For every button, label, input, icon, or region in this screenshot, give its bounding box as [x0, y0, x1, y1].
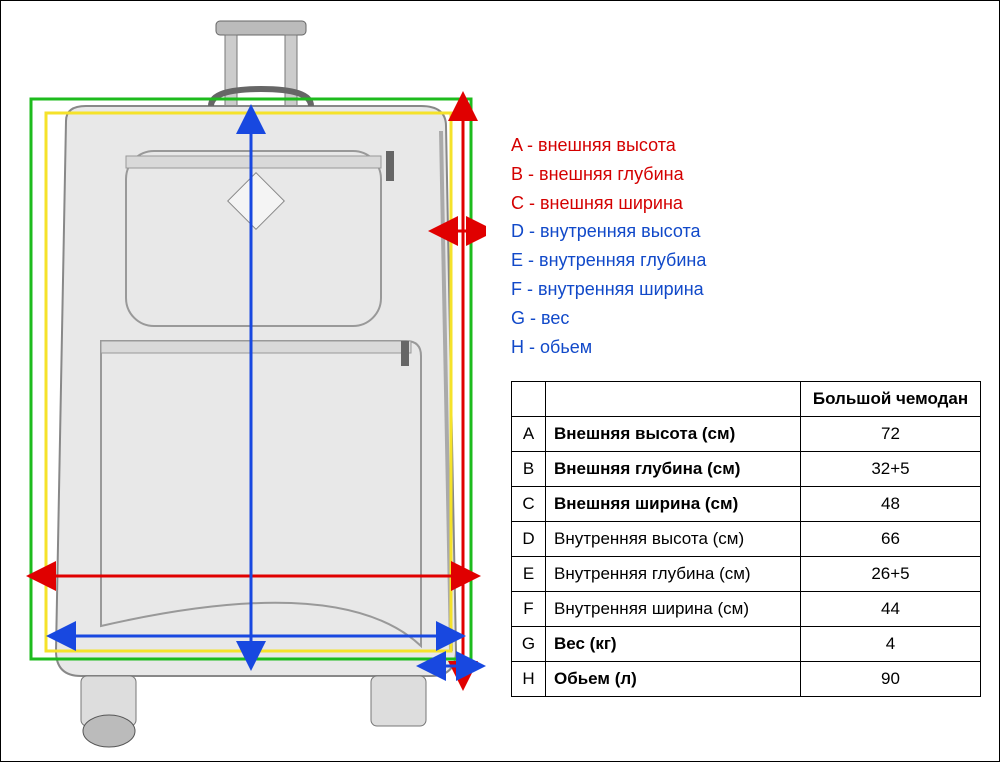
row-letter: F: [512, 592, 546, 627]
table-header: Большой чемодан: [801, 382, 981, 417]
table-row: BВнешняя глубина (см)32+5: [512, 452, 981, 487]
table-row: FВнутренняя ширина (см)44: [512, 592, 981, 627]
legend-item-A: A - внешняя высота: [511, 131, 706, 160]
row-label: Внутренняя ширина (см): [546, 592, 801, 627]
dimension-legend: A - внешняя высотаB - внешняя глубинаC -…: [511, 131, 706, 361]
row-letter: C: [512, 487, 546, 522]
suitcase-diagram: [11, 11, 486, 751]
legend-item-F: F - внутренняя ширина: [511, 275, 706, 304]
row-value: 44: [801, 592, 981, 627]
row-label: Вес (кг): [546, 627, 801, 662]
row-letter: H: [512, 662, 546, 697]
row-value: 72: [801, 417, 981, 452]
row-label: Внутренняя глубина (см): [546, 557, 801, 592]
row-label: Внешняя высота (см): [546, 417, 801, 452]
table-row: EВнутренняя глубина (см)26+5: [512, 557, 981, 592]
row-letter: D: [512, 522, 546, 557]
legend-item-G: G - вес: [511, 304, 706, 333]
row-value: 90: [801, 662, 981, 697]
legend-item-E: E - внутренняя глубина: [511, 246, 706, 275]
table-row: AВнешняя высота (см)72: [512, 417, 981, 452]
row-value: 66: [801, 522, 981, 557]
row-value: 48: [801, 487, 981, 522]
row-label: Внешняя глубина (см): [546, 452, 801, 487]
table-row: DВнутренняя высота (см)66: [512, 522, 981, 557]
legend-item-D: D - внутренняя высота: [511, 217, 706, 246]
legend-item-C: C - внешняя ширина: [511, 189, 706, 218]
legend-item-B: B - внешняя глубина: [511, 160, 706, 189]
suitcase-svg: [11, 11, 486, 751]
row-value: 32+5: [801, 452, 981, 487]
table-row: GВес (кг)4: [512, 627, 981, 662]
row-value: 26+5: [801, 557, 981, 592]
table-row: HОбьем (л)90: [512, 662, 981, 697]
row-label: Обьем (л): [546, 662, 801, 697]
legend-item-H: H - обьем: [511, 333, 706, 362]
row-value: 4: [801, 627, 981, 662]
table-row: CВнешняя ширина (см)48: [512, 487, 981, 522]
row-label: Внутренняя высота (см): [546, 522, 801, 557]
row-letter: A: [512, 417, 546, 452]
row-label: Внешняя ширина (см): [546, 487, 801, 522]
row-letter: G: [512, 627, 546, 662]
row-letter: E: [512, 557, 546, 592]
dimension-table: Большой чемодан AВнешняя высота (см)72BВ…: [511, 381, 981, 697]
infographic-container: A - внешняя высотаB - внешняя глубинаC -…: [0, 0, 1000, 762]
row-letter: B: [512, 452, 546, 487]
